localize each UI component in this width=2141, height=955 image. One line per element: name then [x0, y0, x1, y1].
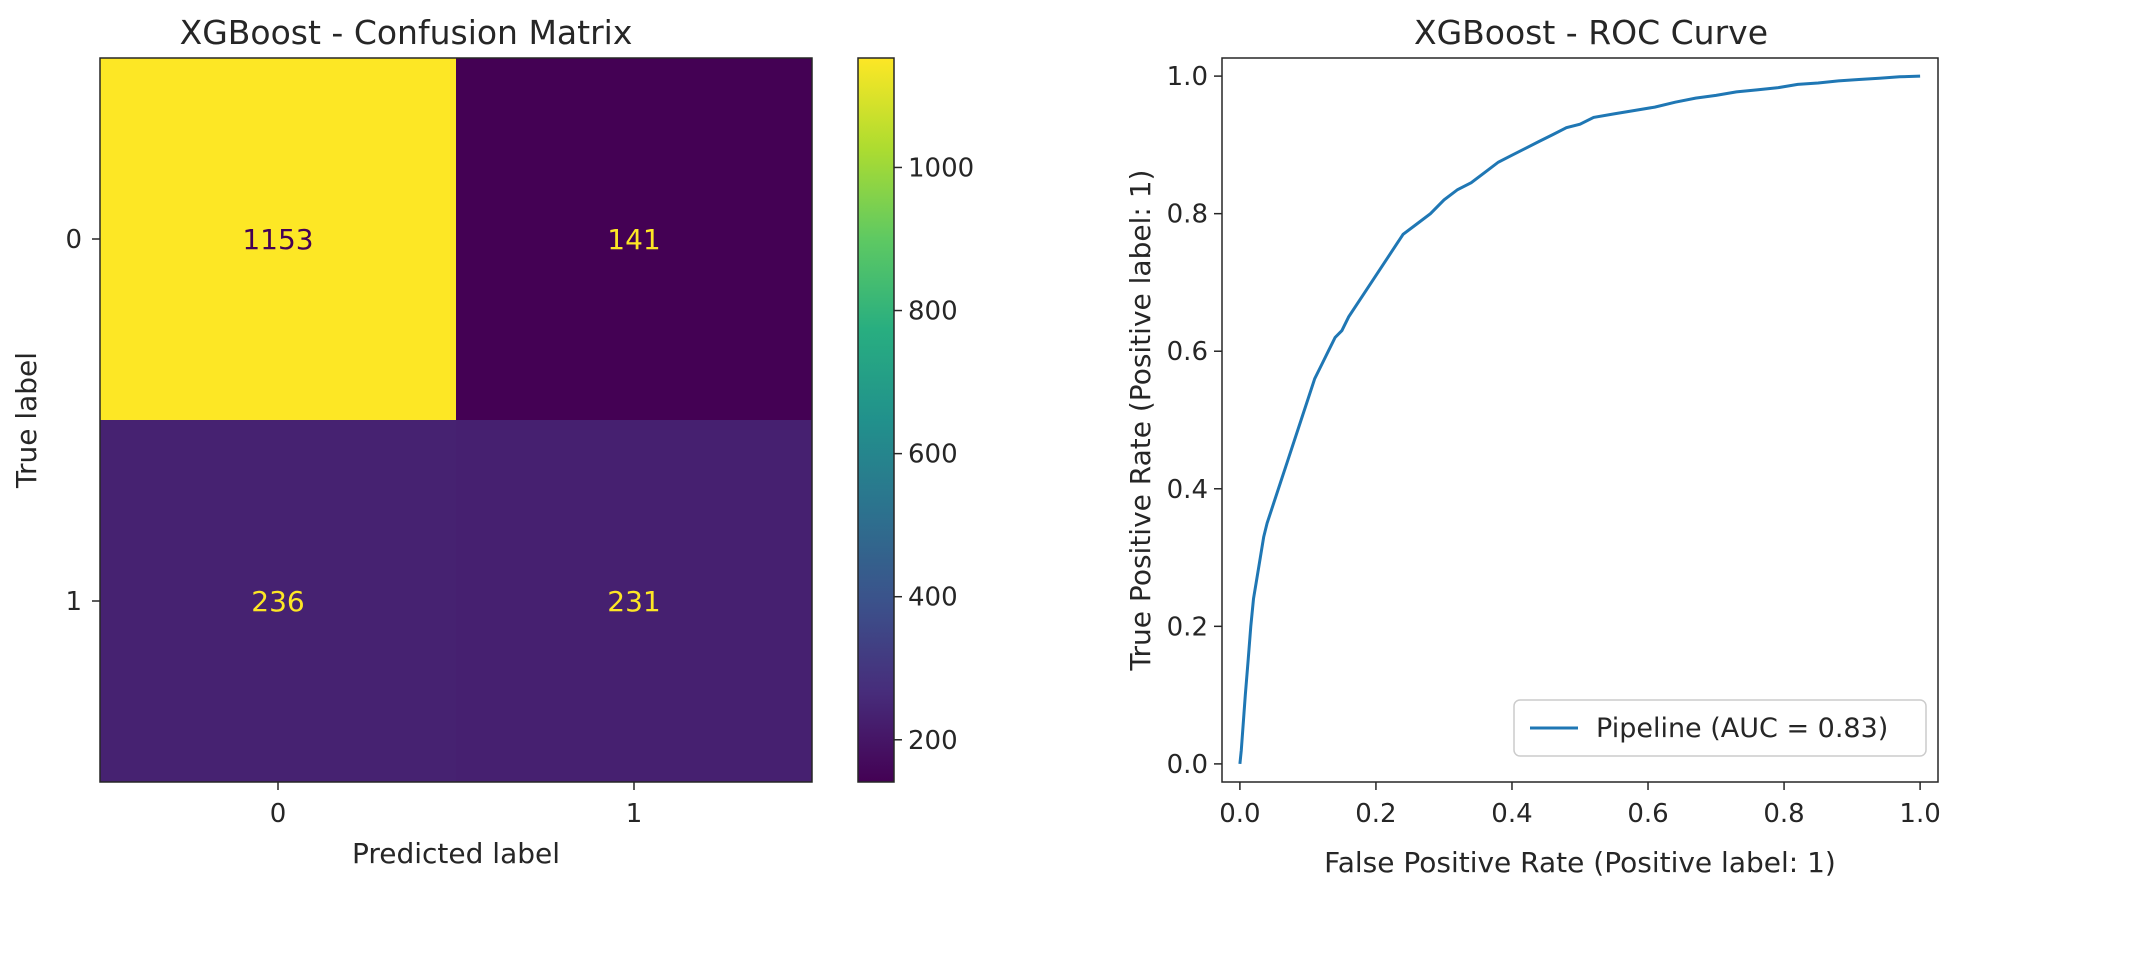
colorbar-tick-label-0: 200	[908, 726, 958, 756]
roc-y-tick-label-1: 0.2	[1167, 612, 1208, 642]
cm-cell-label-1-1: 231	[607, 585, 660, 618]
roc-xlabel: False Positive Rate (Positive label: 1)	[1324, 846, 1836, 879]
colorbar-tick-label-1: 400	[908, 583, 958, 613]
roc-ticks: 0.0 0.2 0.4 0.6 0.8 1.0 0.0 0.2 0.4 0.6 0.8 1.0	[1167, 62, 1941, 829]
roc-y-tick-label-4: 0.8	[1167, 200, 1208, 230]
cm-title: XGBoost - Confusion Matrix	[180, 13, 633, 52]
cm-cell-0-0	[100, 58, 456, 420]
cm-cell-1-0	[100, 420, 456, 782]
roc-x-tick-label-1: 0.2	[1355, 799, 1396, 829]
cm-cell-1-1	[456, 420, 812, 782]
roc-x-tick-label-5: 1.0	[1899, 799, 1940, 829]
colorbar: 200 400 600 800 1000	[857, 57, 974, 783]
colorbar-tick-label-4: 1000	[908, 153, 974, 183]
colorbar-tick-label-2: 600	[908, 440, 958, 470]
roc-y-tick-label-2: 0.4	[1167, 475, 1208, 505]
roc-x-tick-label-2: 0.4	[1491, 799, 1532, 829]
cm-y-tick-label-0: 0	[65, 225, 82, 255]
cm-x-tick-label-1: 1	[626, 799, 643, 829]
cm-cell-label-1-0: 236	[251, 585, 304, 618]
cm-x-ticks: 0 1	[270, 782, 643, 829]
confusion-matrix-panel: XGBoost - Confusion Matrix 1153 141 236 231…	[10, 13, 813, 870]
roc-series-line	[1238, 74, 1921, 765]
cm-x-tick-label-0: 0	[270, 799, 287, 829]
roc-legend-box	[1513, 699, 1927, 757]
roc-y-tick-label-3: 0.6	[1167, 337, 1208, 367]
cm-y-ticks: 0 1	[65, 225, 100, 617]
roc-legend: Pipeline (AUC = 0.83)	[1513, 699, 1927, 757]
cm-xlabel: Predicted label	[352, 837, 560, 870]
roc-y-tick-label-5: 1.0	[1167, 62, 1208, 92]
roc-ylabel: True Positive Rate (Positive label: 1)	[1124, 170, 1157, 672]
cm-cells: 1153 141 236 231	[100, 58, 812, 782]
cm-ylabel: True label	[10, 352, 43, 489]
roc-legend-label: Pipeline (AUC = 0.83)	[1596, 713, 1888, 744]
roc-x-tick-label-3: 0.6	[1627, 799, 1668, 829]
roc-panel: XGBoost - ROC Curve 0.0 0.2 0.4 0.6 0.8 1.00.…	[1124, 13, 1941, 879]
roc-x-tick-label-4: 0.8	[1763, 799, 1804, 829]
roc-title: XGBoost - ROC Curve	[1414, 13, 1768, 52]
cm-cell-label-0-0: 1153	[242, 223, 313, 256]
cm-y-tick-label-1: 1	[65, 587, 82, 617]
cm-axes-frame	[99, 57, 813, 783]
roc-y-tick-label-0: 0.0	[1167, 750, 1208, 780]
colorbar-ticks: 200 400 600 800 1000	[894, 153, 974, 756]
colorbar-gradient	[857, 57, 895, 783]
colorbar-tick-label-3: 800	[908, 297, 958, 327]
cm-cell-label-0-1: 141	[607, 223, 660, 256]
roc-axes-frame	[1221, 57, 1939, 783]
cm-cell-0-1	[456, 58, 812, 420]
roc-x-tick-label-0: 0.0	[1219, 799, 1260, 829]
